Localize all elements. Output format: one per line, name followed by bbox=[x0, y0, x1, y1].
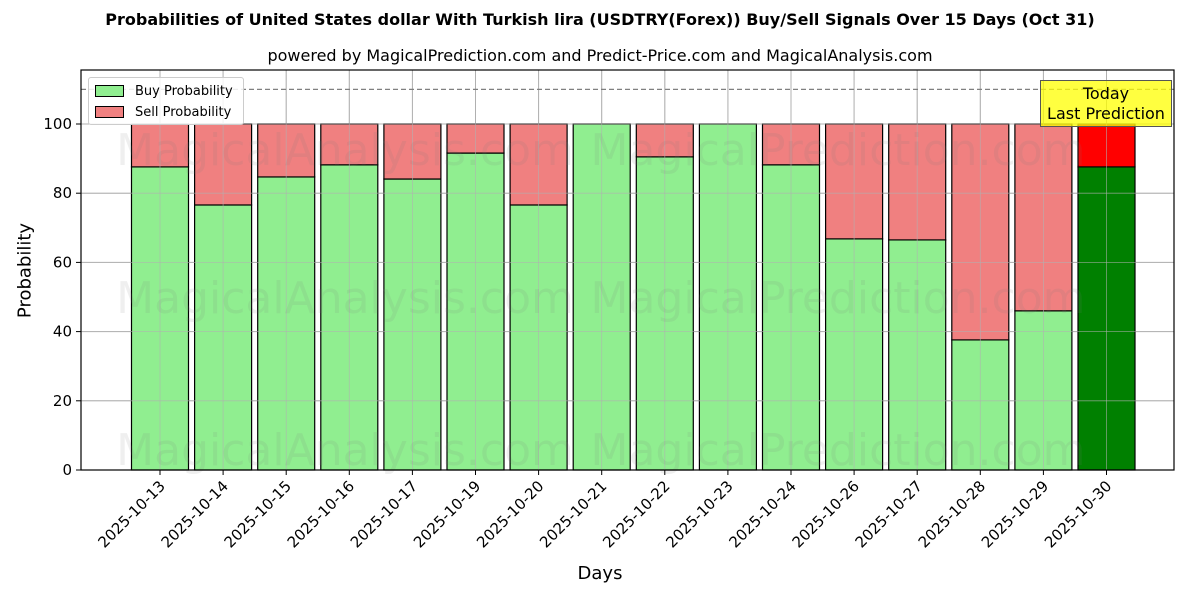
watermark-text: MagicalAnalysis.com bbox=[116, 273, 574, 324]
watermark-text: MagicalAnalysis.com bbox=[116, 425, 574, 476]
plot-frame bbox=[80, 69, 1175, 471]
x-tick-label: 2025-10-22 bbox=[599, 477, 673, 551]
legend-sell-label: Sell Probability bbox=[135, 104, 232, 120]
y-tick-label: 20 bbox=[53, 392, 72, 410]
watermark-text: MagicalPrediction.com bbox=[591, 125, 1086, 176]
y-axis-label: Probability bbox=[14, 222, 36, 319]
chart-subtitle: powered by MagicalPrediction.com and Pre… bbox=[267, 46, 933, 65]
x-tick-label: 2025-10-16 bbox=[284, 477, 358, 551]
watermark-text: MagicalPrediction.com bbox=[591, 273, 1086, 324]
buy-swatch-icon bbox=[95, 85, 124, 97]
x-tick-label: 2025-10-24 bbox=[725, 477, 799, 551]
x-tick-label: 2025-10-26 bbox=[789, 477, 863, 551]
y-tick-label: 100 bbox=[43, 115, 72, 133]
x-tick-label: 2025-10-14 bbox=[158, 477, 232, 551]
y-tick-label: 80 bbox=[53, 184, 72, 202]
legend-buy-label: Buy Probability bbox=[135, 83, 233, 99]
legend-item-buy: Buy Probability bbox=[95, 82, 233, 100]
x-tick-label: 2025-10-28 bbox=[915, 477, 989, 551]
annotation-line-2: Last Prediction bbox=[1047, 104, 1165, 123]
y-tick-label: 40 bbox=[53, 323, 72, 341]
chart-title: Probabilities of United States dollar Wi… bbox=[105, 10, 1095, 29]
legend-item-sell: Sell Probability bbox=[95, 103, 231, 121]
x-tick-label: 2025-10-23 bbox=[662, 477, 736, 551]
x-tick-label: 2025-10-29 bbox=[978, 477, 1052, 551]
x-axis-label: Days bbox=[577, 563, 623, 584]
y-tick-label: 60 bbox=[53, 253, 72, 271]
x-tick-label: 2025-10-30 bbox=[1041, 477, 1115, 551]
annotation-line-1: Today bbox=[1082, 84, 1130, 103]
sell-swatch-icon bbox=[95, 106, 124, 118]
x-tick-label: 2025-10-13 bbox=[94, 477, 168, 551]
watermark-text: MagicalAnalysis.com bbox=[116, 125, 574, 176]
x-tick-label: 2025-10-27 bbox=[852, 477, 926, 551]
watermark-text: MagicalPrediction.com bbox=[591, 425, 1086, 476]
x-tick-label: 2025-10-19 bbox=[410, 477, 484, 551]
today-annotation: Today Last Prediction bbox=[1040, 80, 1172, 127]
legend: Buy Probability Sell Probability bbox=[88, 77, 244, 125]
x-tick-label: 2025-10-17 bbox=[347, 477, 421, 551]
x-tick-label: 2025-10-20 bbox=[473, 477, 547, 551]
y-tick-label: 0 bbox=[62, 461, 72, 479]
x-tick-label: 2025-10-21 bbox=[536, 477, 610, 551]
x-tick-label: 2025-10-15 bbox=[221, 477, 295, 551]
